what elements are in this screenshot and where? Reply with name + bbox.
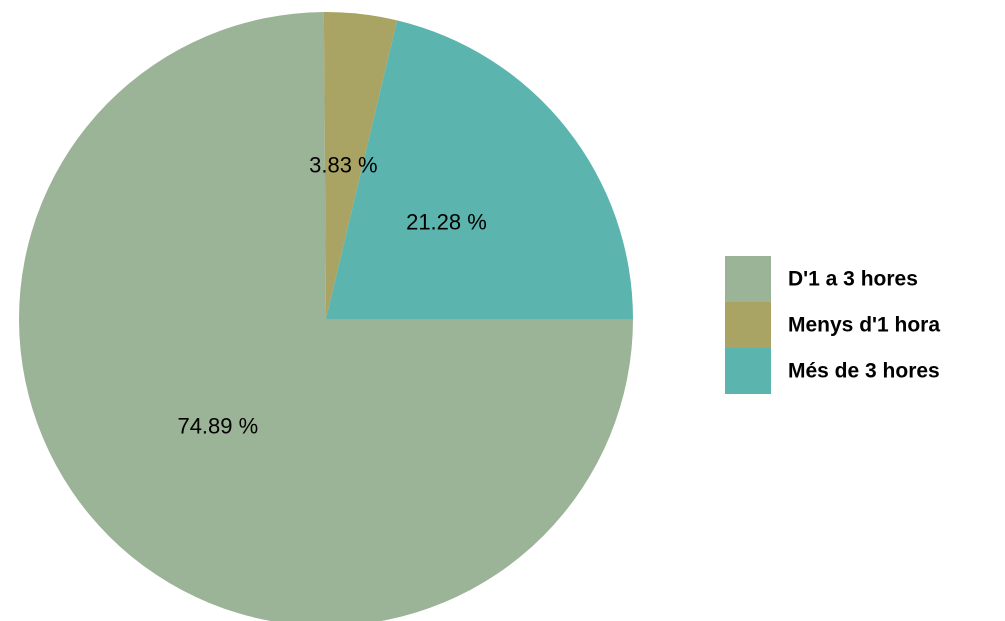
pie-slice-labels: 74.89 % 3.83 % 21.28 %: [177, 152, 486, 438]
slice-label-1: 3.83 %: [309, 152, 378, 177]
slice-label-0: 74.89 %: [177, 414, 258, 439]
legend-swatch-2: [725, 348, 771, 394]
pie-slice-1: [323, 11, 398, 319]
pie-slices: [19, 11, 633, 621]
legend-label-1: Menys d'1 hora: [788, 314, 940, 337]
slice-label-2: 21.28 %: [406, 210, 487, 235]
legend: D'1 a 3 hores Menys d'1 hora Més de 3 hore…: [725, 256, 940, 394]
legend-label-2: Més de 3 hores: [788, 360, 940, 383]
legend-swatch-0: [725, 256, 771, 302]
pie-slice-0: [19, 12, 633, 621]
pie-slice-2: [326, 20, 633, 320]
legend-label-0: D'1 a 3 hores: [788, 268, 918, 291]
legend-swatch-1: [725, 302, 771, 348]
